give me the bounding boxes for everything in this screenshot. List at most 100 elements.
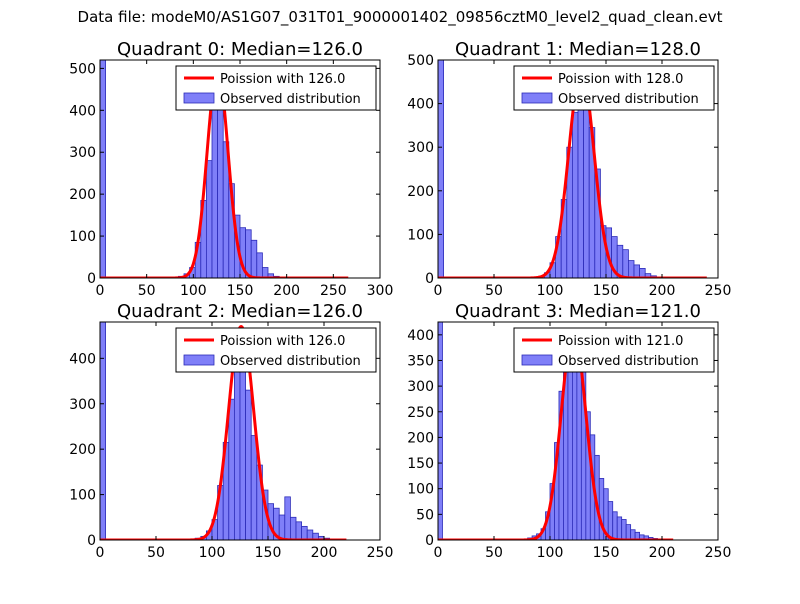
histogram-bar (628, 260, 635, 278)
legend-label-poisson: Poission with 121.0 (558, 334, 683, 349)
y-tick-label: 400 (69, 351, 96, 367)
x-tick-label: 0 (96, 283, 105, 299)
legend: Poission with 121.0 Observed distribution (513, 327, 715, 373)
y-tick-label: 200 (407, 184, 434, 200)
x-tick-label: 150 (593, 545, 620, 561)
legend: Poission with 128.0 Observed distribution (513, 65, 715, 111)
y-tick-label: 100 (407, 227, 434, 243)
x-tick-label: 250 (705, 283, 732, 299)
chart-title: Quadrant 0: Median=126.0 (117, 39, 363, 60)
x-tick-label: 150 (255, 545, 282, 561)
y-tick-label: 200 (407, 430, 434, 446)
legend-label-observed: Observed distribution (220, 92, 361, 107)
legend: Poission with 126.0 Observed distribution (175, 65, 377, 111)
poisson-curve (438, 68, 708, 278)
figure-suptitle: Data file: modeM0/AS1G07_031T01_90000014… (77, 8, 723, 26)
legend-label-poisson: Poission with 128.0 (558, 72, 683, 87)
y-tick-label: 500 (69, 61, 96, 77)
histogram-bar (438, 60, 444, 278)
histogram-bars (100, 322, 336, 540)
legend-bar-swatch (183, 354, 215, 366)
legend-bar-swatch (521, 354, 553, 366)
y-tick-label: 100 (407, 482, 434, 498)
y-tick-label: 0 (425, 533, 434, 549)
legend-bar-swatch (521, 92, 553, 104)
histogram-bar (205, 160, 213, 278)
histogram-bar (630, 529, 636, 540)
x-tick-label: 0 (434, 283, 443, 299)
histogram-bar (100, 60, 106, 278)
y-tick-label: 200 (69, 187, 96, 203)
y-tick-label: 300 (69, 145, 96, 161)
x-tick-label: 100 (199, 545, 226, 561)
x-tick-label: 250 (320, 283, 347, 299)
histogram-bar (301, 525, 308, 540)
y-tick-label: 0 (87, 533, 96, 549)
x-tick-label: 250 (367, 545, 394, 561)
quadrant-1-chart: Quadrant 1: Median=128.0 0 50 100 150 200 250 0… (407, 39, 731, 299)
histogram-bar (633, 264, 640, 278)
y-tick-label: 300 (407, 379, 434, 395)
histogram-bar (594, 168, 601, 278)
x-tick-label: 200 (311, 545, 338, 561)
histogram-bar (622, 249, 629, 278)
y-tick-label: 200 (69, 442, 96, 458)
legend-label-poisson: Poission with 126.0 (220, 334, 345, 349)
chart-title: Quadrant 1: Median=128.0 (455, 39, 701, 60)
x-tick-label: 250 (705, 545, 732, 561)
quadrant-2-chart: Quadrant 2: Median=126.0 0 50 100 150 200 250 0… (69, 301, 393, 561)
x-tick-label: 50 (147, 545, 165, 561)
y-tick-label: 400 (407, 97, 434, 113)
chart-title: Quadrant 2: Median=126.0 (117, 301, 363, 322)
x-tick-label: 200 (273, 283, 300, 299)
y-tick-label: 400 (69, 103, 96, 119)
histogram-bar (607, 501, 614, 540)
histogram-bar (616, 516, 623, 540)
x-tick-label: 150 (593, 283, 620, 299)
histogram-bar (572, 111, 579, 278)
histogram-bar (438, 322, 443, 540)
x-tick-label: 200 (649, 545, 676, 561)
histogram-bar (289, 516, 297, 540)
legend: Poission with 126.0 Observed distribution (175, 327, 377, 373)
histogram-bar (233, 353, 241, 540)
poisson-curve (438, 329, 675, 540)
y-tick-label: 0 (425, 271, 434, 287)
legend-label-observed: Observed distribution (220, 354, 361, 369)
x-tick-label: 0 (96, 545, 105, 561)
x-tick-label: 50 (138, 283, 156, 299)
histogram-bar (278, 514, 286, 540)
y-tick-label: 100 (69, 488, 96, 504)
y-tick-label: 250 (407, 405, 434, 421)
y-tick-label: 350 (407, 353, 434, 369)
legend-label-observed: Observed distribution (558, 354, 699, 369)
y-tick-label: 50 (416, 507, 434, 523)
quadrant-0-chart: Quadrant 0: Median=126.0 0 50 100 150 200 250 3… (69, 39, 393, 299)
y-tick-label: 100 (69, 229, 96, 245)
histogram-bar (295, 521, 302, 540)
axes-frame (437, 321, 719, 541)
histogram-bar (211, 103, 218, 278)
y-tick-label: 0 (87, 271, 96, 287)
quadrant-3-chart: Quadrant 3: Median=121.0 0 50 100 150 200 250 0… (407, 301, 731, 561)
histogram-bar (577, 90, 584, 278)
x-tick-label: 100 (180, 283, 207, 299)
axes-frame (437, 59, 719, 279)
legend-bar-swatch (183, 92, 215, 104)
histogram-bar (250, 239, 258, 278)
x-tick-label: 300 (367, 283, 394, 299)
legend-label-observed: Observed distribution (558, 92, 699, 107)
x-tick-label: 50 (485, 545, 503, 561)
histogram-bar (625, 524, 632, 540)
x-tick-label: 50 (485, 283, 503, 299)
x-tick-label: 200 (649, 283, 676, 299)
x-tick-label: 100 (537, 283, 564, 299)
axes-frame (99, 321, 381, 541)
histogram-bar (228, 398, 235, 540)
histogram-bar (583, 98, 590, 278)
histogram-bar (284, 496, 291, 540)
poisson-curve (100, 325, 348, 540)
y-tick-label: 150 (407, 456, 434, 472)
